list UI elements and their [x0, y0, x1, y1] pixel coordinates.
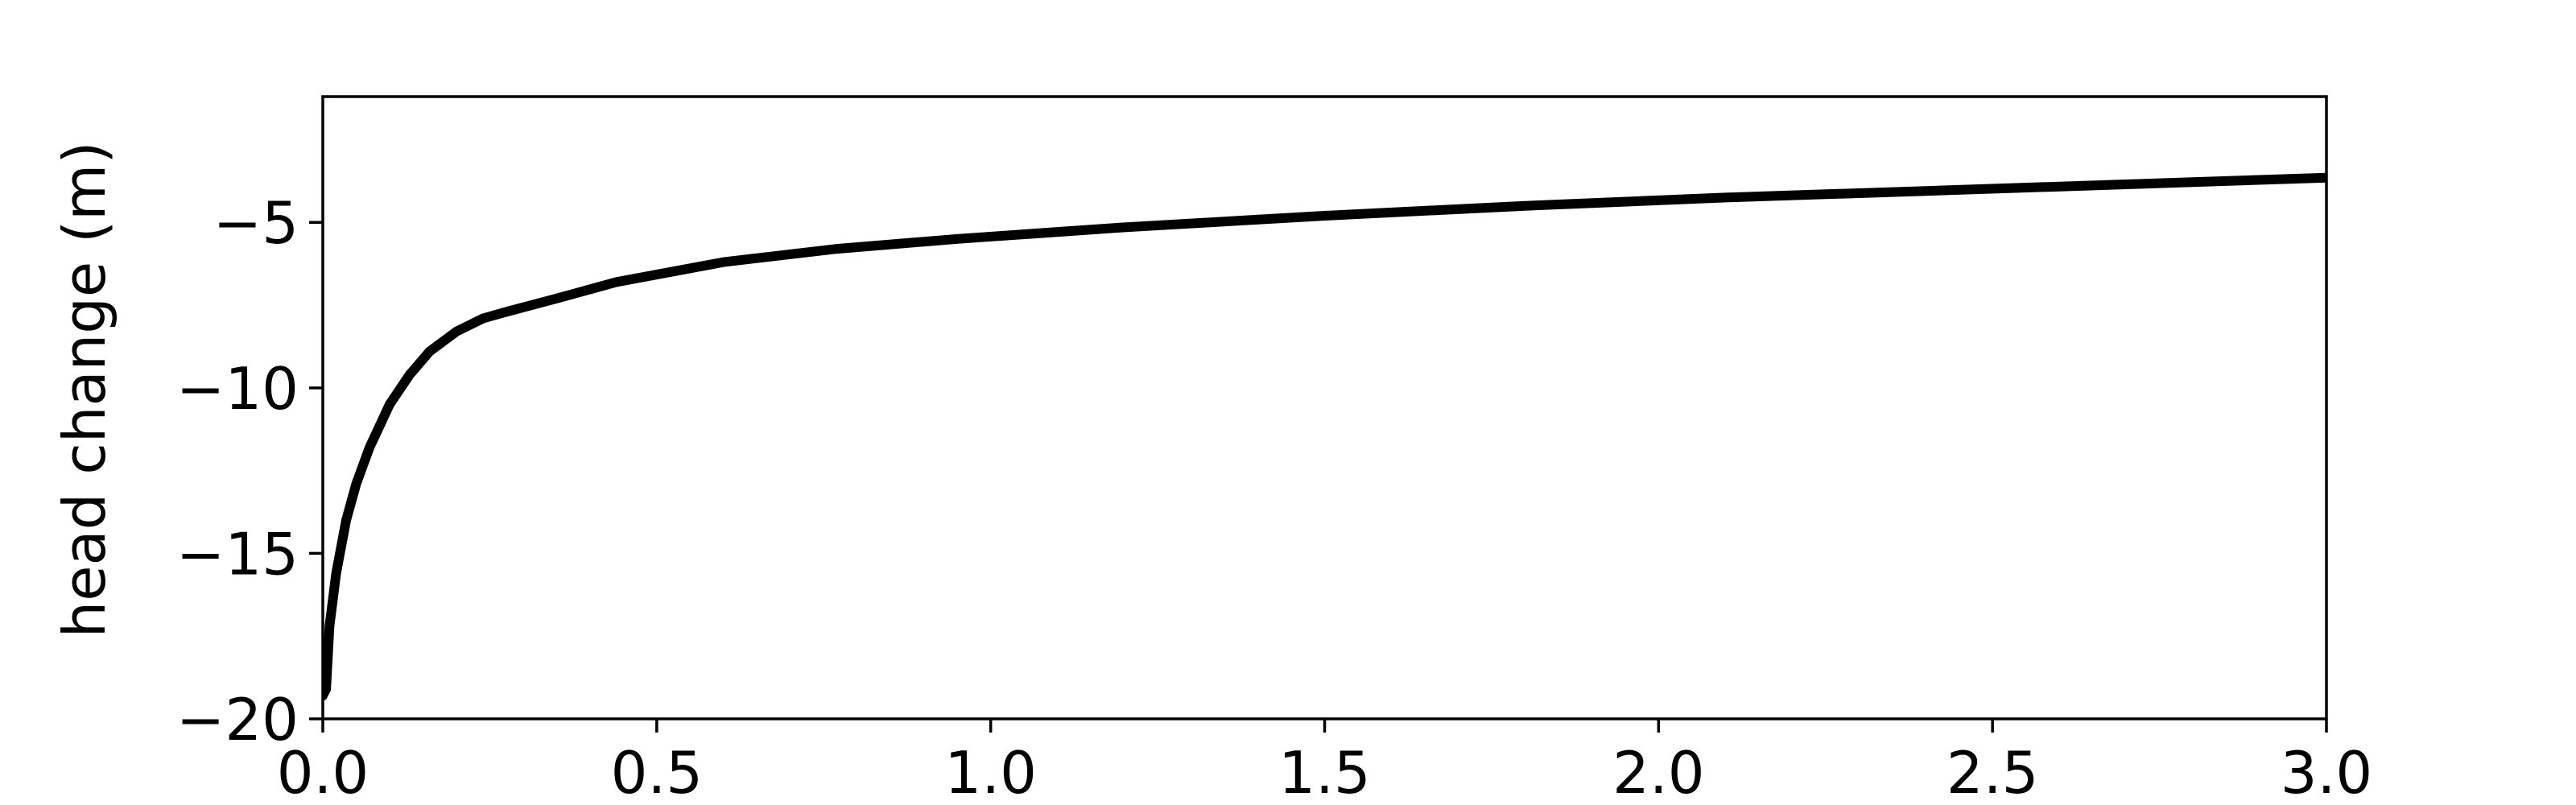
plot-area [323, 172, 2326, 701]
y-tick-label: −20 [176, 686, 299, 753]
x-tick-label: 0.5 [611, 739, 704, 805]
y-tick-label: −15 [176, 520, 299, 588]
y-axis-title: head change (m) [51, 142, 118, 638]
x-tick-label: 1.5 [1278, 739, 1371, 805]
x-tick-label: 3.0 [2281, 739, 2373, 805]
x-tick-label: 2.0 [1612, 739, 1705, 805]
x-tick-label: 2.5 [1946, 739, 2039, 805]
x-tick-label: 0.0 [277, 739, 369, 805]
y-tick-label: −5 [213, 189, 299, 257]
axes: 0.0 0.5 1.0 1.5 2.0 2.5 3.0 −20 −15 −10 −5 [176, 95, 2373, 805]
series-line-0 [323, 172, 2326, 701]
y-tick-label: −10 [176, 355, 299, 423]
x-tick-label: 1.0 [944, 739, 1037, 805]
